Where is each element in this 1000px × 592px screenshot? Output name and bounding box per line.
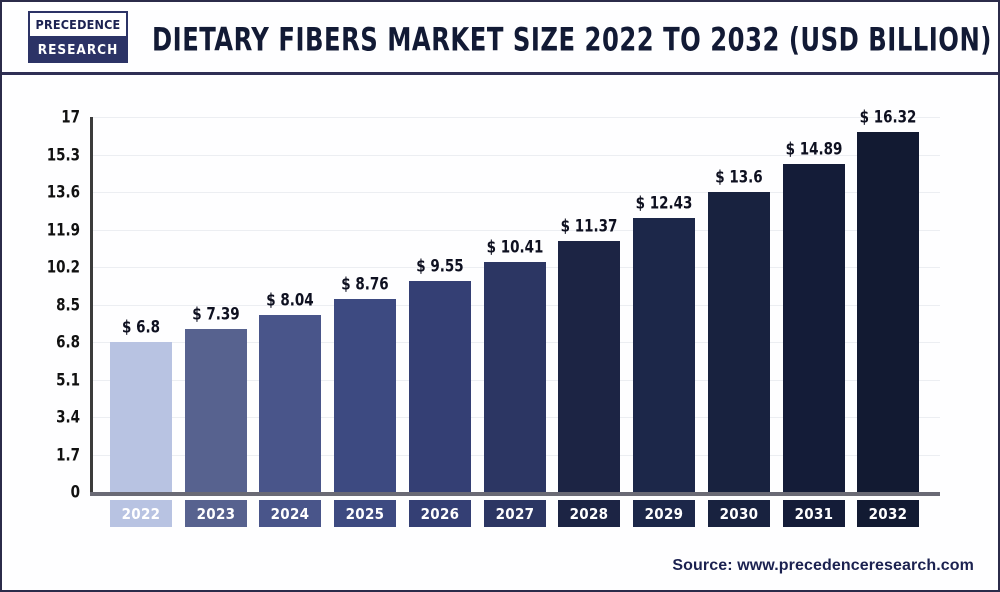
plot-area: 0 1.7 3.4 5.1 6.8 8.5 10.2 11.9 13.6 15.3 17 $ 6.8… [47,107,940,502]
precedence-research-logo: PRECEDENCE RESEARCH [28,11,128,63]
bar-column: $ 12.43 [633,117,695,492]
y-axis-tick-label: 11.9 [46,219,80,240]
bar [633,217,695,492]
x-axis-baseline [90,492,940,496]
bar-value-label: $ 10.41 [486,237,544,258]
legend-chip-2031[interactable]: 2031 [783,500,845,527]
legend-chip-2029[interactable]: 2029 [633,500,695,527]
bar-series: $ 6.8 $ 7.39 $ 8.04 $ 8.76 $ 9.55 $ 10.41 $ 11… [90,107,940,492]
bar [259,314,321,492]
bar-value-label: $ 14.89 [785,138,843,159]
y-axis-tick-label: 3.4 [56,406,80,428]
bar [558,241,620,492]
y-axis-tick-label: 17 [61,106,80,128]
y-axis-tick-label: 1.7 [56,444,80,465]
y-axis-tick-label: 5.1 [56,369,80,390]
bar-column: $ 10.41 [484,117,546,492]
bar-value-label: $ 12.43 [635,192,693,213]
y-axis-tick-label: 0 [70,481,80,503]
logo-text-research: RESEARCH [30,38,126,61]
bar [857,132,919,492]
bar-column: $ 14.89 [783,117,845,492]
bar-value-label: $ 16.32 [859,106,917,128]
bar-value-label: $ 8.04 [266,289,314,310]
legend-chip-2026[interactable]: 2026 [409,500,471,527]
bar-value-label: $ 6.8 [122,316,160,338]
bar-column: $ 16.32 [857,107,919,492]
legend-chip-2027[interactable]: 2027 [484,500,546,527]
legend-chip-2022[interactable]: 2022 [110,500,172,527]
bar-value-label: $ 9.55 [416,256,464,277]
bar-column: $ 13.6 [708,117,770,492]
bar-value-label: $ 8.76 [341,273,389,294]
chart-title: DIETARY FIBERS MARKET SIZE 2022 TO 2032 … [152,22,992,59]
y-axis-tick-label: 6.8 [56,331,80,353]
header-divider [2,72,998,75]
legend-chip-2030[interactable]: 2030 [708,500,770,527]
bar-column: $ 8.76 [334,117,396,492]
bar [185,329,247,492]
gridline [90,154,940,156]
y-axis-tick-label: 10.2 [46,256,80,278]
legend-chip-2023[interactable]: 2023 [185,500,247,527]
source-attribution: Source: www.precedenceresearch.com [672,557,974,574]
bar-value-label: $ 13.6 [715,166,763,188]
bar-column: $ 6.8 [110,117,172,492]
bar-value-label: $ 7.39 [192,303,240,325]
legend-chip-2025[interactable]: 2025 [334,500,396,527]
gridline [90,117,940,118]
bar [484,262,546,492]
bar-value-label: $ 11.37 [560,216,618,237]
bar [783,163,845,492]
year-legend: 2022 2023 2024 2025 2026 2027 2028 2029 2030 2031… [90,500,940,528]
bar [110,342,172,492]
y-axis-line [90,117,93,492]
legend-chip-2024[interactable]: 2024 [259,500,321,527]
logo-text-precedence: PRECEDENCE [30,13,126,38]
gridline [90,192,940,193]
legend-chip-2032[interactable]: 2032 [857,500,919,527]
bar-column: $ 7.39 [185,117,247,492]
bar [334,298,396,492]
bar-column: $ 11.37 [558,117,620,492]
y-axis-tick-label: 8.5 [56,294,80,315]
bar-column: $ 9.55 [409,117,471,492]
y-axis-tick-label: 13.6 [46,181,80,203]
bar [708,192,770,492]
header: PRECEDENCE RESEARCH DIETARY FIBERS MARKE… [2,2,998,72]
legend-chip-2028[interactable]: 2028 [558,500,620,527]
bar-column: $ 8.04 [259,117,321,492]
bar [409,281,471,492]
gridline [90,229,940,231]
y-axis-tick-label: 15.3 [46,144,80,165]
